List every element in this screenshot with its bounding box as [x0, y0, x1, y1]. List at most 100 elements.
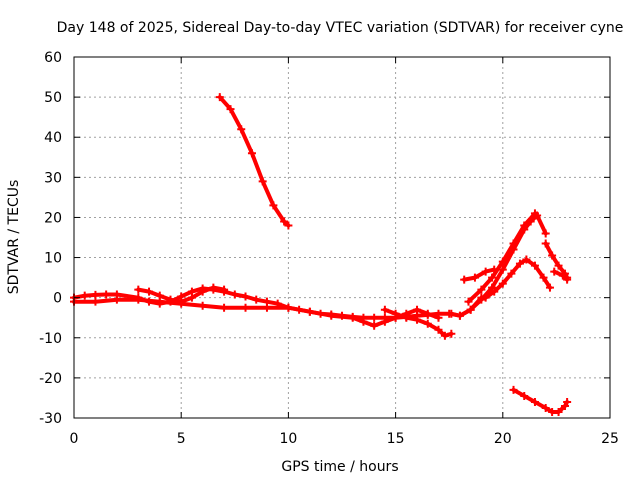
series-track-h — [460, 265, 499, 284]
data-point — [530, 397, 539, 406]
data-point — [91, 297, 100, 306]
data-point — [177, 297, 186, 306]
data-point — [348, 313, 357, 322]
data-point — [145, 287, 154, 296]
series-line — [462, 267, 497, 282]
data-point — [269, 201, 278, 210]
data-point — [520, 391, 529, 400]
data-point — [359, 317, 368, 326]
series-track-d — [215, 93, 293, 230]
x-tick-label: 5 — [177, 431, 186, 447]
y-tick-label: 60 — [44, 50, 62, 66]
data-point — [447, 309, 456, 318]
data-point — [477, 295, 486, 304]
data-point — [490, 265, 499, 274]
data-point — [166, 295, 175, 304]
data-point — [460, 275, 469, 284]
data-point — [220, 303, 229, 312]
data-point — [498, 279, 507, 288]
data-point — [545, 283, 554, 292]
axis-ticks — [73, 56, 611, 419]
data-point — [155, 291, 164, 300]
data-point — [541, 229, 550, 238]
series-line — [217, 95, 291, 228]
data-point — [563, 275, 572, 284]
series-group — [70, 93, 572, 416]
series-track-a — [70, 284, 486, 322]
data-point — [509, 239, 518, 248]
data-point — [554, 261, 563, 270]
data-point — [434, 313, 443, 322]
data-point — [284, 303, 293, 312]
data-point — [541, 403, 550, 412]
series-track-c — [134, 283, 229, 306]
data-point — [498, 257, 507, 266]
data-point — [215, 93, 224, 102]
data-point — [252, 295, 261, 304]
data-point — [548, 251, 557, 260]
y-tick-label: 20 — [44, 210, 62, 226]
data-point — [80, 291, 89, 300]
y-tick-label: 30 — [44, 170, 62, 186]
data-point — [258, 177, 267, 186]
axis-tick-labels: 0 5 10 15 20 25 -30 -20 -10 0 10 20 30 40 50 60 — [39, 50, 619, 447]
data-point — [134, 295, 143, 304]
data-point — [134, 285, 143, 294]
data-point — [477, 285, 486, 294]
data-point — [530, 209, 539, 218]
data-point — [490, 287, 499, 296]
plot-frame — [73, 56, 611, 419]
series-track-e — [380, 305, 456, 340]
x-tick-label: 25 — [601, 431, 619, 447]
data-point — [455, 311, 464, 320]
x-tick-label: 0 — [70, 431, 79, 447]
data-point — [305, 307, 314, 316]
data-point — [423, 319, 432, 328]
data-point — [198, 287, 207, 296]
y-axis-label: SDTVAR / TECUs — [6, 180, 22, 295]
data-point — [563, 397, 572, 406]
data-point — [413, 315, 422, 324]
data-point — [370, 321, 379, 330]
data-point — [220, 285, 229, 294]
data-point — [447, 329, 456, 338]
series-track-f — [447, 211, 550, 320]
data-point — [413, 305, 422, 314]
data-point — [198, 301, 207, 310]
data-point — [539, 273, 548, 282]
data-point — [391, 309, 400, 318]
data-point — [522, 255, 531, 264]
data-point — [241, 303, 250, 312]
data-point — [434, 325, 443, 334]
chart-title: Day 148 of 2025, Sidereal Day-to-day VTE… — [57, 20, 624, 36]
data-point — [423, 309, 432, 318]
data-point — [380, 317, 389, 326]
data-point — [530, 261, 539, 270]
y-tick-label: 50 — [44, 90, 62, 106]
data-point — [327, 311, 336, 320]
data-point — [470, 273, 479, 282]
data-point — [464, 297, 473, 306]
data-point — [241, 292, 250, 301]
data-point — [230, 290, 239, 299]
series-track-k — [550, 267, 572, 284]
data-point — [247, 149, 256, 158]
series-track-l — [509, 385, 572, 416]
data-point — [560, 401, 569, 410]
data-point — [370, 313, 379, 322]
data-point — [554, 407, 563, 416]
data-point — [488, 273, 497, 282]
series-track-i — [481, 255, 554, 302]
x-axis-label: GPS time / hours — [281, 459, 398, 475]
data-point — [509, 385, 518, 394]
data-point — [541, 239, 550, 248]
x-tick-label: 20 — [494, 431, 512, 447]
data-point — [440, 331, 449, 340]
y-tick-label: 0 — [53, 291, 62, 307]
data-point — [466, 305, 475, 314]
data-point — [520, 221, 529, 230]
data-point — [507, 269, 516, 278]
y-tick-label: -10 — [39, 331, 62, 347]
data-point — [558, 271, 567, 280]
data-point — [226, 105, 235, 114]
